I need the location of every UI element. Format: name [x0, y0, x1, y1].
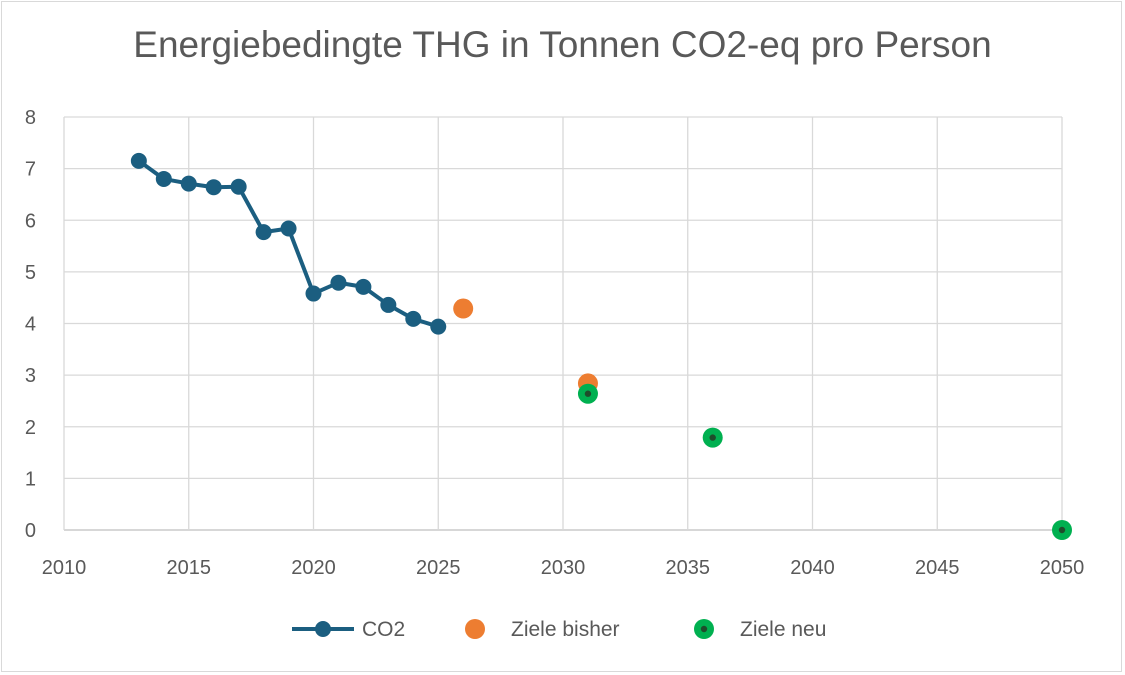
x-tick-label: 2045 — [915, 557, 960, 579]
data-point — [155, 170, 172, 187]
y-tick-label: 0 — [25, 520, 36, 542]
y-tick-label: 2 — [25, 417, 36, 439]
series-1 — [453, 298, 598, 394]
y-tick-label: 1 — [25, 468, 36, 490]
y-tick-label: 6 — [25, 210, 36, 232]
legend-entry: Ziele bisher — [465, 618, 620, 641]
data-point-center — [1058, 526, 1066, 534]
series-0 — [130, 152, 447, 335]
y-tick-label: 3 — [25, 365, 36, 387]
data-point — [305, 285, 322, 302]
y-tick-label: 7 — [25, 159, 36, 181]
data-point — [205, 179, 222, 196]
x-tick-label: 2015 — [167, 557, 212, 579]
legend-label: CO2 — [362, 618, 405, 641]
data-point — [405, 310, 422, 327]
x-axis-ticks: 2010 2015 2020 2025 2030 2035 2040 2045 2050 — [42, 557, 1085, 579]
data-point — [355, 278, 372, 295]
x-tick-label: 2025 — [416, 557, 461, 579]
legend-entry: CO2 — [292, 618, 405, 641]
data-point — [180, 175, 197, 192]
data-point — [130, 152, 147, 169]
x-tick-label: 2020 — [291, 557, 336, 579]
legend-marker — [465, 619, 485, 639]
y-tick-label: 4 — [25, 314, 36, 336]
series-layer — [130, 152, 1072, 540]
legend-label: Ziele neu — [740, 618, 826, 641]
x-tick-label: 2030 — [541, 557, 586, 579]
grid-lines — [63, 116, 1063, 531]
data-point-center — [709, 434, 716, 441]
y-tick-label: 8 — [25, 107, 36, 129]
data-point — [255, 224, 272, 241]
data-point — [280, 220, 297, 237]
y-tick-label: 5 — [25, 262, 36, 284]
chart-title: Energiebedingte THG in Tonnen CO2-eq pro… — [133, 24, 992, 65]
x-tick-label: 2010 — [42, 557, 87, 579]
series-2 — [577, 383, 1072, 540]
data-point — [230, 178, 247, 195]
x-tick-label: 2050 — [1040, 557, 1085, 579]
legend: CO2 Ziele bisher Ziele neu — [292, 618, 826, 641]
y-axis-ticks: 0 1 2 3 4 5 6 7 8 — [25, 107, 36, 542]
data-point-center — [584, 390, 592, 397]
x-tick-label: 2040 — [790, 557, 835, 579]
x-tick-label: 2035 — [666, 557, 711, 579]
legend-marker — [315, 621, 331, 637]
legend-entry: Ziele neu — [694, 618, 826, 641]
data-point — [330, 274, 347, 291]
data-point — [380, 296, 397, 313]
legend-marker-center — [700, 625, 708, 633]
data-point — [453, 298, 474, 319]
data-point — [430, 318, 447, 335]
legend-label: Ziele bisher — [511, 618, 620, 641]
